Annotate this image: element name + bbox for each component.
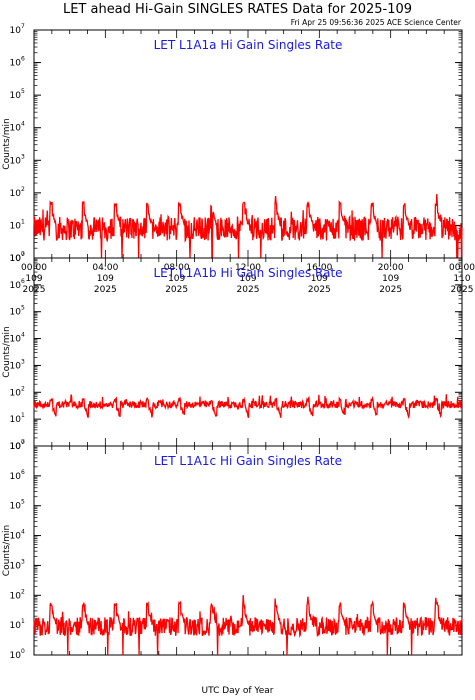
y-tick-label: 10 — [10, 59, 22, 69]
x-tick-time: 12:00 — [235, 263, 261, 273]
x-tick-time: 08:00 — [164, 263, 190, 273]
y-tick-label: 10 — [10, 221, 22, 231]
y-tick-exponent: 2 — [21, 186, 25, 193]
y-tick-label: 10 — [10, 502, 22, 512]
y-tick-label: 10 — [10, 189, 22, 199]
series-line — [33, 595, 463, 656]
y-tick-label: 10 — [10, 335, 22, 345]
y-tick-label: 10 — [10, 254, 22, 264]
y-tick-label: 10 — [10, 124, 22, 134]
x-tick-time: 20:00 — [378, 263, 404, 273]
y-axis-label: Counts/min — [2, 118, 12, 169]
y-tick-exponent: 5 — [21, 305, 25, 312]
y-axis-label: Counts/min — [2, 326, 12, 377]
y-tick-exponent: 3 — [21, 358, 25, 365]
x-tick-day: 109 — [382, 274, 399, 284]
series-line — [33, 394, 463, 420]
y-axis-label: Counts/min — [2, 525, 12, 576]
panel-title: LET L1A1a Hi Gain Singles Rate — [154, 38, 343, 52]
y-tick-label: 10 — [10, 26, 22, 36]
y-tick-exponent: 1 — [21, 412, 25, 419]
panel-title: LET L1A1c Hi Gain Singles Rate — [154, 454, 342, 468]
y-tick-exponent: 4 — [21, 121, 25, 128]
panel-title: LET L1A1b Hi Gain Singles Rate — [153, 266, 342, 280]
series-line — [33, 193, 463, 259]
y-tick-label: 10 — [10, 361, 22, 371]
y-tick-label: 10 — [10, 591, 22, 601]
y-tick-exponent: 5 — [21, 499, 25, 506]
y-tick-exponent: 5 — [21, 88, 25, 95]
y-tick-exponent: 3 — [21, 558, 25, 565]
y-tick-exponent: 2 — [21, 385, 25, 392]
y-tick-exponent: 6 — [21, 56, 25, 63]
x-tick-year: 2025 — [165, 285, 188, 295]
y-tick-label: 10 — [10, 651, 22, 661]
x-tick-day: 109 — [311, 274, 328, 284]
y-tick-label: 10 — [10, 442, 22, 452]
y-tick-exponent: 0 — [21, 439, 25, 446]
y-tick-label: 10 — [10, 532, 22, 542]
x-tick-year: 2025 — [379, 285, 402, 295]
y-tick-label: 10 — [10, 415, 22, 425]
x-tick-time: 16:00 — [306, 263, 332, 273]
x-tick-year: 2025 — [308, 285, 331, 295]
y-tick-label: 10 — [10, 621, 22, 631]
y-tick-label: 10 — [10, 91, 22, 101]
y-tick-exponent: 4 — [21, 529, 25, 536]
y-tick-label: 10 — [10, 281, 22, 291]
y-tick-label: 10 — [10, 254, 22, 264]
y-tick-exponent: 0 — [21, 251, 25, 258]
x-tick-year: 2025 — [94, 285, 117, 295]
y-tick-label: 10 — [10, 472, 22, 482]
x-tick-time: 04:00 — [92, 263, 118, 273]
y-tick-exponent: 6 — [21, 469, 25, 476]
y-tick-label: 10 — [10, 388, 22, 398]
page-title: LET ahead Hi-Gain SINGLES RATES Data for… — [62, 2, 413, 17]
y-tick-exponent: 0 — [21, 648, 25, 655]
y-tick-exponent: 6 — [21, 278, 25, 285]
y-tick-exponent: 7 — [21, 439, 25, 446]
y-tick-exponent: 4 — [21, 332, 25, 339]
y-tick-label: 10 — [10, 442, 22, 452]
y-tick-exponent: 2 — [21, 588, 25, 595]
y-tick-exponent: 1 — [21, 618, 25, 625]
x-tick-year: 2025 — [237, 285, 260, 295]
y-tick-exponent: 3 — [21, 153, 25, 160]
y-tick-exponent: 7 — [21, 251, 25, 258]
y-tick-exponent: 7 — [21, 23, 25, 30]
x-tick-day: 109 — [239, 274, 256, 284]
generated-timestamp: Fri Apr 25 09:56:36 2025 ACE Science Cen… — [290, 18, 461, 27]
y-tick-label: 10 — [10, 156, 22, 166]
x-tick-day: 109 — [97, 274, 114, 284]
y-tick-label: 10 — [10, 561, 22, 571]
x-axis-label: UTC Day of Year — [201, 686, 274, 696]
y-tick-exponent: 1 — [21, 218, 25, 225]
x-tick-day: 109 — [168, 274, 185, 284]
y-tick-label: 10 — [10, 308, 22, 318]
